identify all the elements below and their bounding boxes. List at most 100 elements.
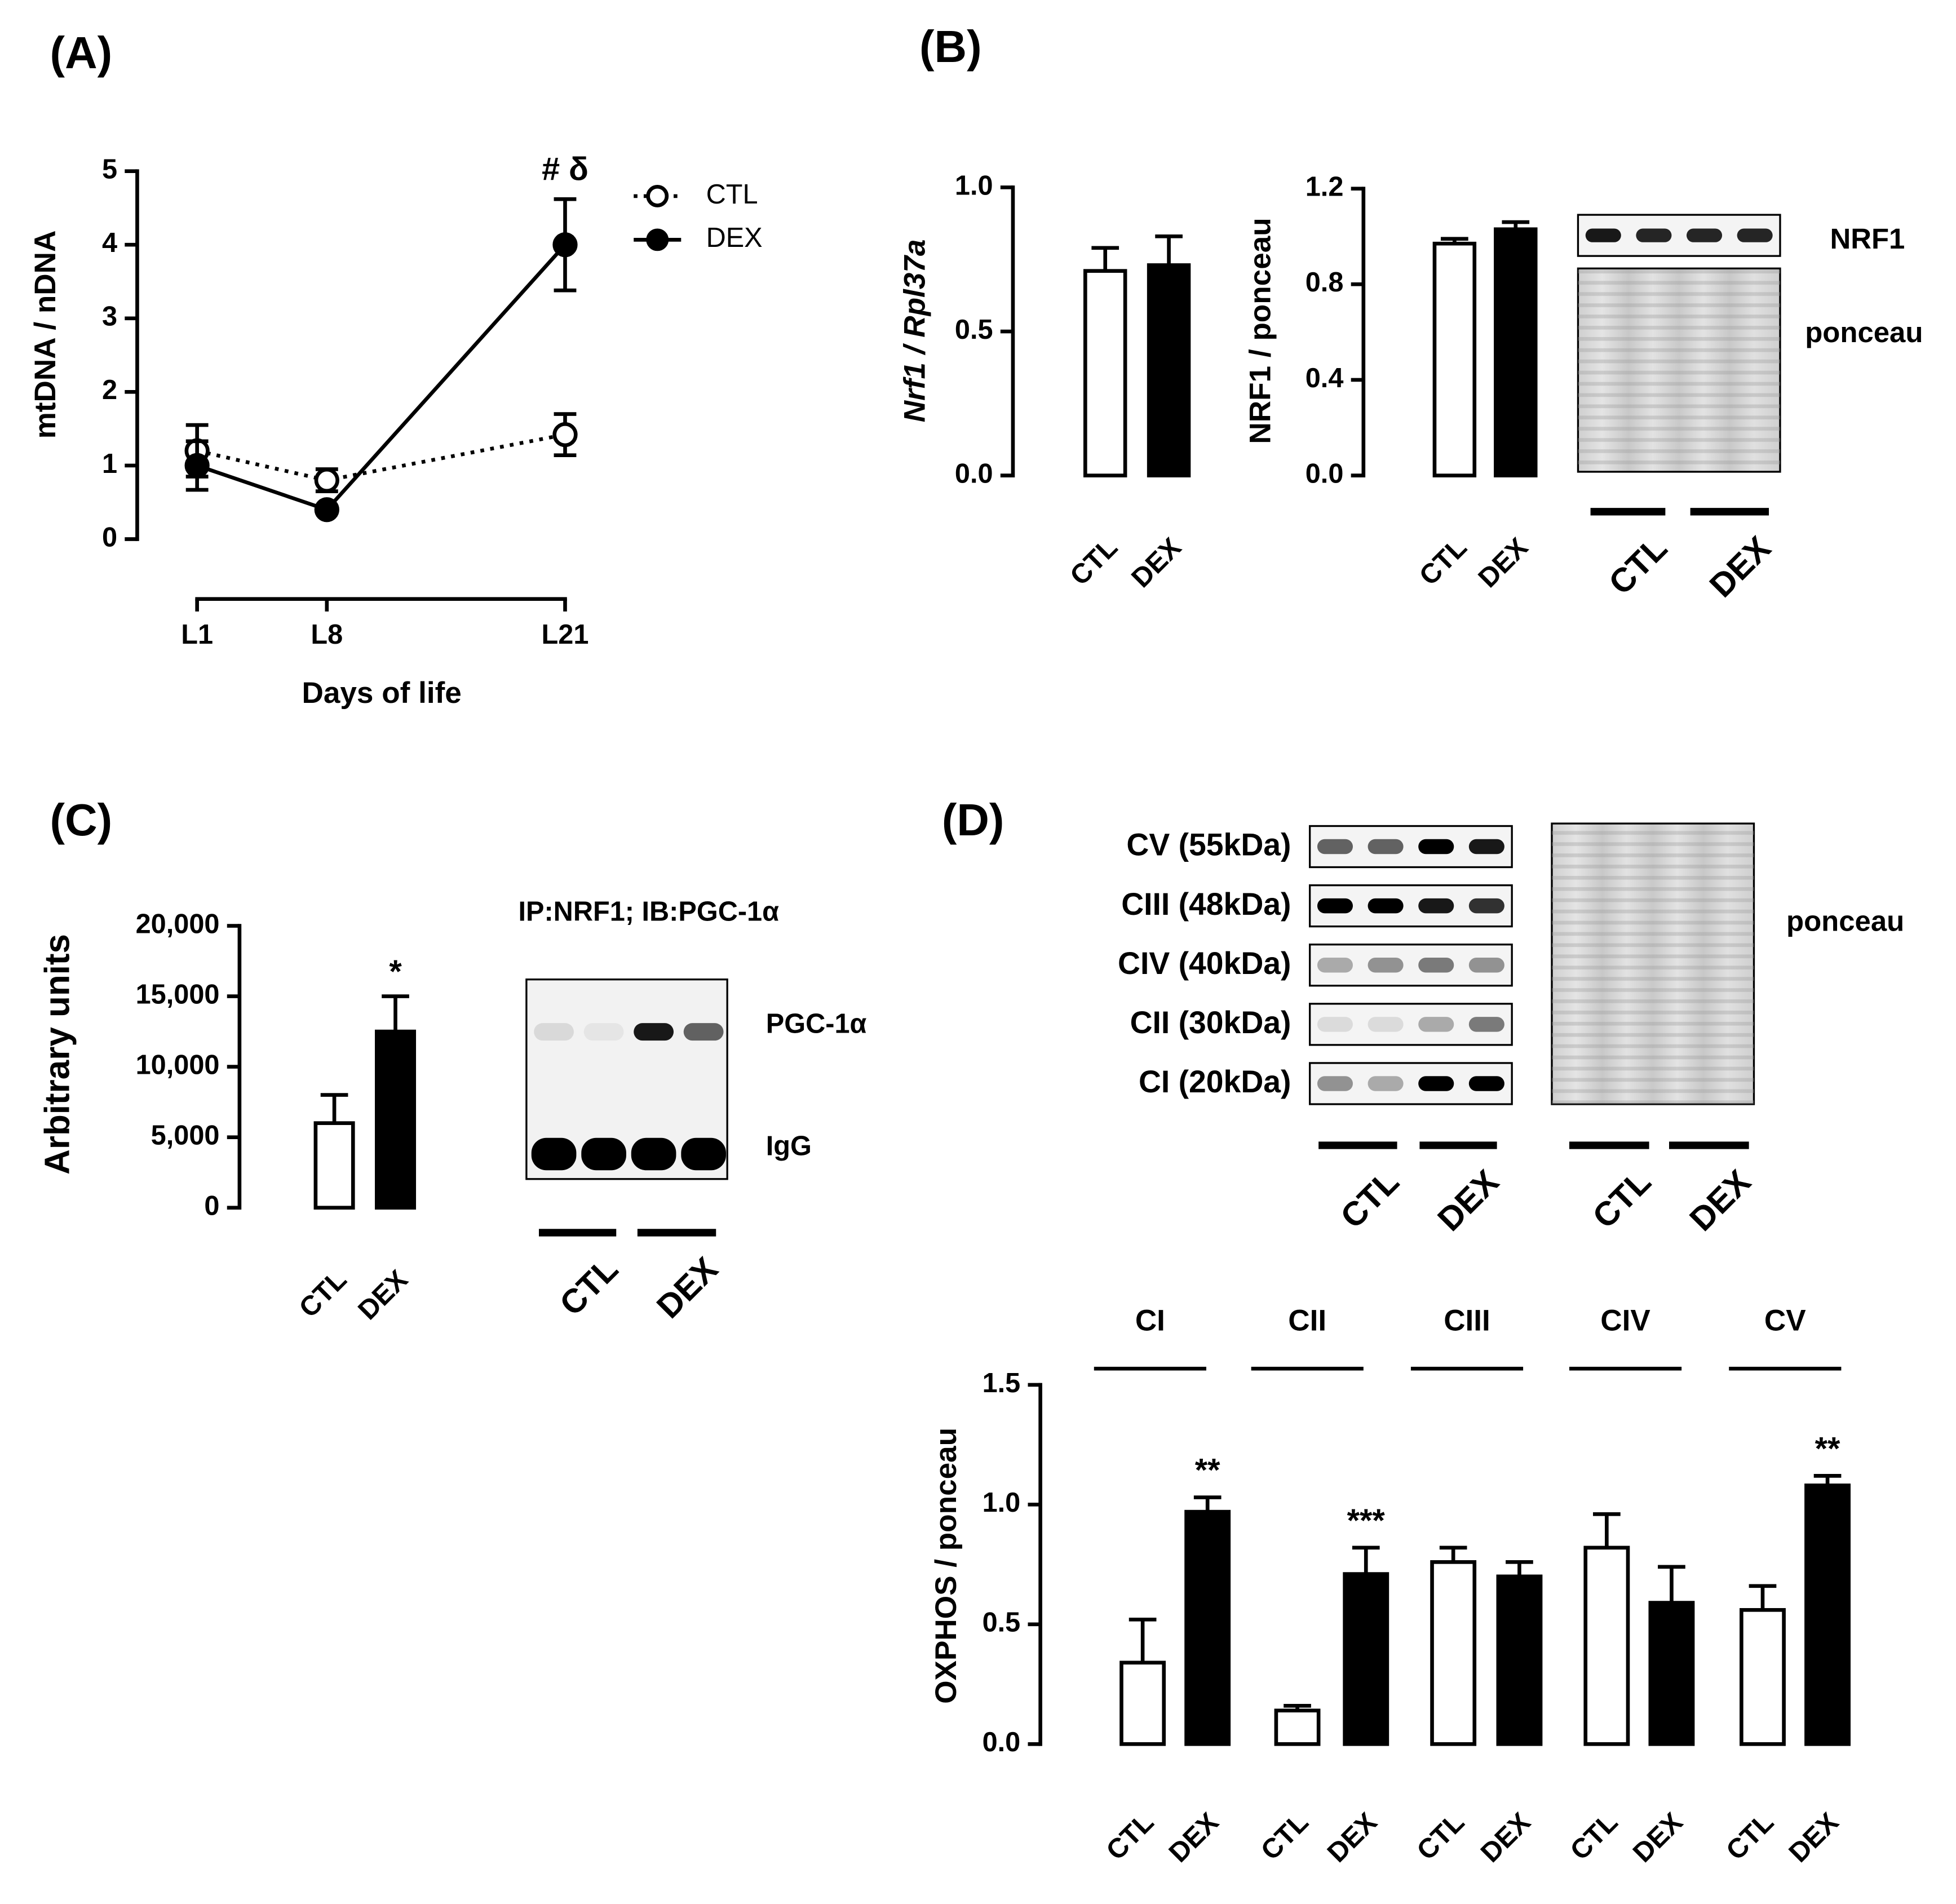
- error-bar: [1441, 237, 1468, 244]
- x-tick-label: CTL: [1255, 1807, 1315, 1866]
- x-axis-label: Days of life: [302, 676, 462, 710]
- annotation: **: [1195, 1453, 1220, 1489]
- blot-band: [631, 1137, 676, 1171]
- legend-label: CTL: [706, 179, 758, 210]
- blot-band: [1418, 957, 1454, 973]
- x-tick-label: CTL: [1100, 1807, 1160, 1866]
- error-bar: [1129, 1617, 1157, 1663]
- group-label: CIII: [1444, 1304, 1490, 1337]
- error-bar: [1813, 1474, 1842, 1486]
- bar: [1804, 1484, 1851, 1746]
- x-tick-label: DEX: [1627, 1806, 1689, 1868]
- y-tick-label: 1.5: [983, 1368, 1021, 1398]
- y-tick-label: 1.0: [983, 1487, 1021, 1518]
- blot-band: [583, 1023, 624, 1041]
- y-tick-label: 0.5: [983, 1608, 1021, 1638]
- series-line: [196, 243, 567, 512]
- x-tick-label: DEX: [1475, 1806, 1537, 1868]
- y-axis-label: NRF1 / ponceau: [1244, 218, 1277, 444]
- x-tick-label: DEX: [1430, 1162, 1506, 1238]
- legend-label: DEX: [706, 223, 763, 253]
- bar: [1432, 241, 1477, 477]
- y-tick-label: 5,000: [151, 1120, 220, 1150]
- error-bar: [1155, 234, 1183, 265]
- x-tick-label: CTL: [1585, 1163, 1658, 1236]
- blot-band: [1468, 898, 1504, 914]
- blot-band: [534, 1023, 574, 1041]
- blot-band: [1468, 839, 1504, 854]
- bar: [1583, 1546, 1630, 1746]
- y-tick-label: 0: [102, 522, 117, 552]
- blot-band: [1317, 957, 1353, 973]
- ponceau-stripes: [1578, 268, 1780, 472]
- y-tick-label: 5: [102, 154, 117, 185]
- annotation: *: [389, 954, 402, 990]
- bar: [1119, 1661, 1166, 1746]
- bar: [1274, 1708, 1321, 1746]
- band-label: CII (30kDa): [1130, 1005, 1291, 1040]
- bar: [1496, 1574, 1543, 1746]
- group-label: CII: [1288, 1304, 1326, 1337]
- y-tick-label: 0.0: [983, 1727, 1021, 1757]
- y-tick-label: 0.0: [1306, 458, 1344, 489]
- bar: [1083, 269, 1127, 477]
- x-tick-label: CTL: [1720, 1807, 1780, 1866]
- blot-band: [1418, 1076, 1454, 1091]
- blot-band: [531, 1137, 577, 1171]
- x-tick-label: CTL: [1601, 529, 1675, 602]
- bar: [1430, 1560, 1477, 1746]
- blot-band: [634, 1023, 674, 1041]
- y-tick-label: 0.0: [955, 458, 993, 489]
- series-line: [196, 432, 566, 482]
- band-label: CIII (48kDa): [1121, 887, 1291, 922]
- band-label: ponceau: [1805, 316, 1923, 348]
- error-bar: [1352, 1546, 1380, 1574]
- bar: [1343, 1572, 1389, 1746]
- blot-band: [1468, 1017, 1504, 1032]
- band-label: IgG: [766, 1131, 812, 1161]
- error-bar: [1193, 1495, 1222, 1512]
- band-label: NRF1: [1830, 223, 1905, 255]
- panel-label: (B): [919, 21, 982, 72]
- bar: [1648, 1601, 1695, 1746]
- blot-band: [683, 1023, 724, 1041]
- panel-label: (A): [50, 28, 113, 78]
- x-tick-label: CTL: [1333, 1163, 1406, 1236]
- blot-strip: [1309, 944, 1513, 987]
- y-tick-label: 1.0: [955, 170, 993, 201]
- band-label: ponceau: [1786, 905, 1904, 937]
- y-tick-label: 1: [102, 449, 117, 479]
- y-tick-label: 0.8: [1306, 267, 1344, 298]
- y-tick-label: 20,000: [136, 909, 220, 939]
- annotation: ***: [1347, 1503, 1386, 1539]
- blot-title: IP:NRF1; IB:PGC-1α: [518, 896, 779, 927]
- y-axis-label: mtDNA / nDNA: [29, 231, 62, 439]
- error-bar: [1506, 1560, 1533, 1577]
- bar: [1147, 263, 1191, 477]
- blot-band: [1368, 898, 1404, 914]
- x-tick-label: DEX: [1702, 529, 1778, 604]
- annotation: # δ: [542, 151, 588, 187]
- blot-band: [681, 1137, 726, 1171]
- band-label: CV (55kDa): [1126, 827, 1291, 862]
- blot-band: [1468, 957, 1504, 973]
- y-tick-label: 10,000: [136, 1050, 220, 1080]
- x-tick-label: CTL: [552, 1250, 626, 1323]
- bar: [1494, 227, 1538, 477]
- bar: [375, 1029, 417, 1210]
- annotation: **: [1815, 1431, 1840, 1467]
- group-label: CIV: [1600, 1304, 1650, 1337]
- x-tick-label: DEX: [1783, 1806, 1844, 1868]
- marker: [314, 497, 339, 523]
- blot-band: [1418, 839, 1454, 854]
- y-tick-label: 1.2: [1306, 171, 1344, 202]
- x-tick-label: DEX: [352, 1264, 414, 1326]
- x-tick-label: DEX: [649, 1250, 725, 1325]
- x-tick-label: DEX: [1163, 1806, 1224, 1868]
- error-bar: [320, 1093, 348, 1123]
- error-bar: [1593, 1512, 1621, 1548]
- bar: [1184, 1509, 1231, 1746]
- blot-band: [1418, 1017, 1454, 1032]
- x-tick-label: CTL: [1064, 532, 1123, 591]
